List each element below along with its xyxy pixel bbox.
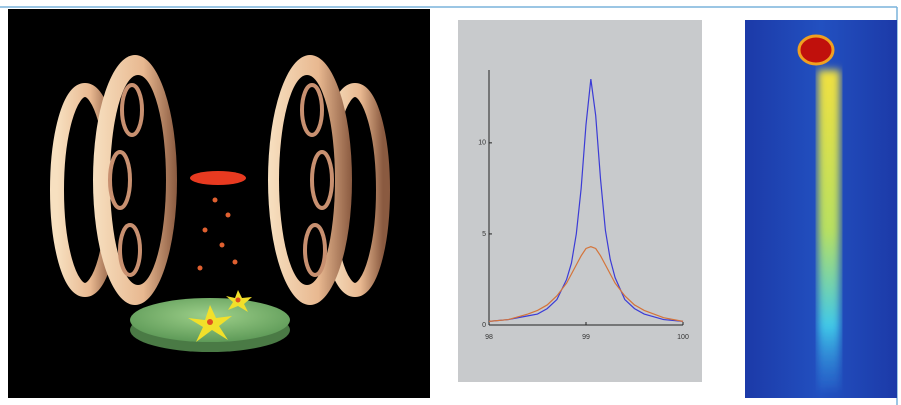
- trap-illustration: [8, 9, 430, 398]
- x-tick-label: 99: [582, 334, 590, 341]
- x-tick-label: 98: [485, 334, 493, 341]
- y-tick-label: 5: [482, 231, 486, 238]
- figure: 0 5 10 98 99 100: [0, 0, 901, 405]
- absorption-image: [745, 20, 897, 398]
- x-tick-label: 100: [677, 334, 689, 341]
- y-tick-label: 0: [482, 322, 486, 329]
- y-tick-label: 10: [478, 140, 486, 147]
- page: 05109899100 (() => { const data = JSON.p…: [0, 0, 901, 405]
